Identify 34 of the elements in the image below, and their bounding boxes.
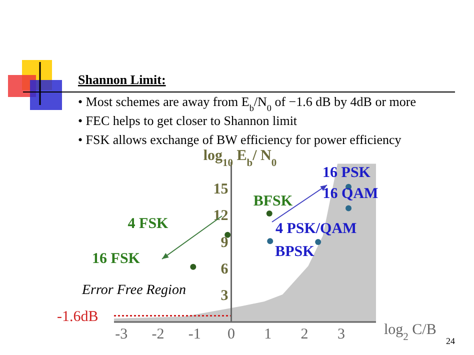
y-tick-label: 9 <box>220 234 228 251</box>
text: • FSK allows exchange of BW efficiency for power efficiency <box>78 132 402 147</box>
x-tick-label: -1 <box>188 326 201 343</box>
point <box>315 239 322 245</box>
x-tick-label: 3 <box>337 326 345 343</box>
text: 24 <box>446 336 456 346</box>
annotation: 4 FSK <box>128 216 169 232</box>
annotation: 4 PSK/QAM <box>275 221 357 237</box>
x-tick-label: 1 <box>264 326 272 343</box>
y-tick-label: 15 <box>213 181 228 198</box>
y-tick-label: 6 <box>220 261 229 278</box>
x-tick-label: 0 <box>228 326 236 343</box>
annotation: Error Free Region <box>81 283 186 298</box>
point <box>267 238 274 244</box>
point <box>190 264 196 270</box>
y-axis-title: log$_{10}$ E$_{b}$/ N$_{0}$ <box>203 148 277 168</box>
annotation: 16 PSK <box>322 164 371 181</box>
x-tick-label: 2 <box>300 326 308 343</box>
annotation: 16 QAM <box>322 186 378 202</box>
y-tick-label: 12 <box>213 208 228 224</box>
x-tick-label: -2 <box>152 326 164 343</box>
text: • Most schemes are away from E$_{b}$/N$_{0}$ of −1.6 dB by 4dB or more <box>78 94 416 113</box>
annotation: BPSK <box>275 244 315 260</box>
text: • FEC helps to get closer to Shannon limit <box>78 113 298 128</box>
point <box>266 210 272 217</box>
x-tick-label: -3 <box>115 326 128 343</box>
y-tick-label: 3 <box>220 288 228 304</box>
ref-line-label: -1.6dB <box>57 308 98 325</box>
point <box>224 232 231 238</box>
annotation: BFSK <box>253 194 293 210</box>
chart-title: Shannon Limit: <box>78 72 166 87</box>
x-axis-title: log$_{2}$ C/B <box>384 322 436 342</box>
annotation: 16 FSK <box>92 251 140 267</box>
point <box>346 205 352 212</box>
